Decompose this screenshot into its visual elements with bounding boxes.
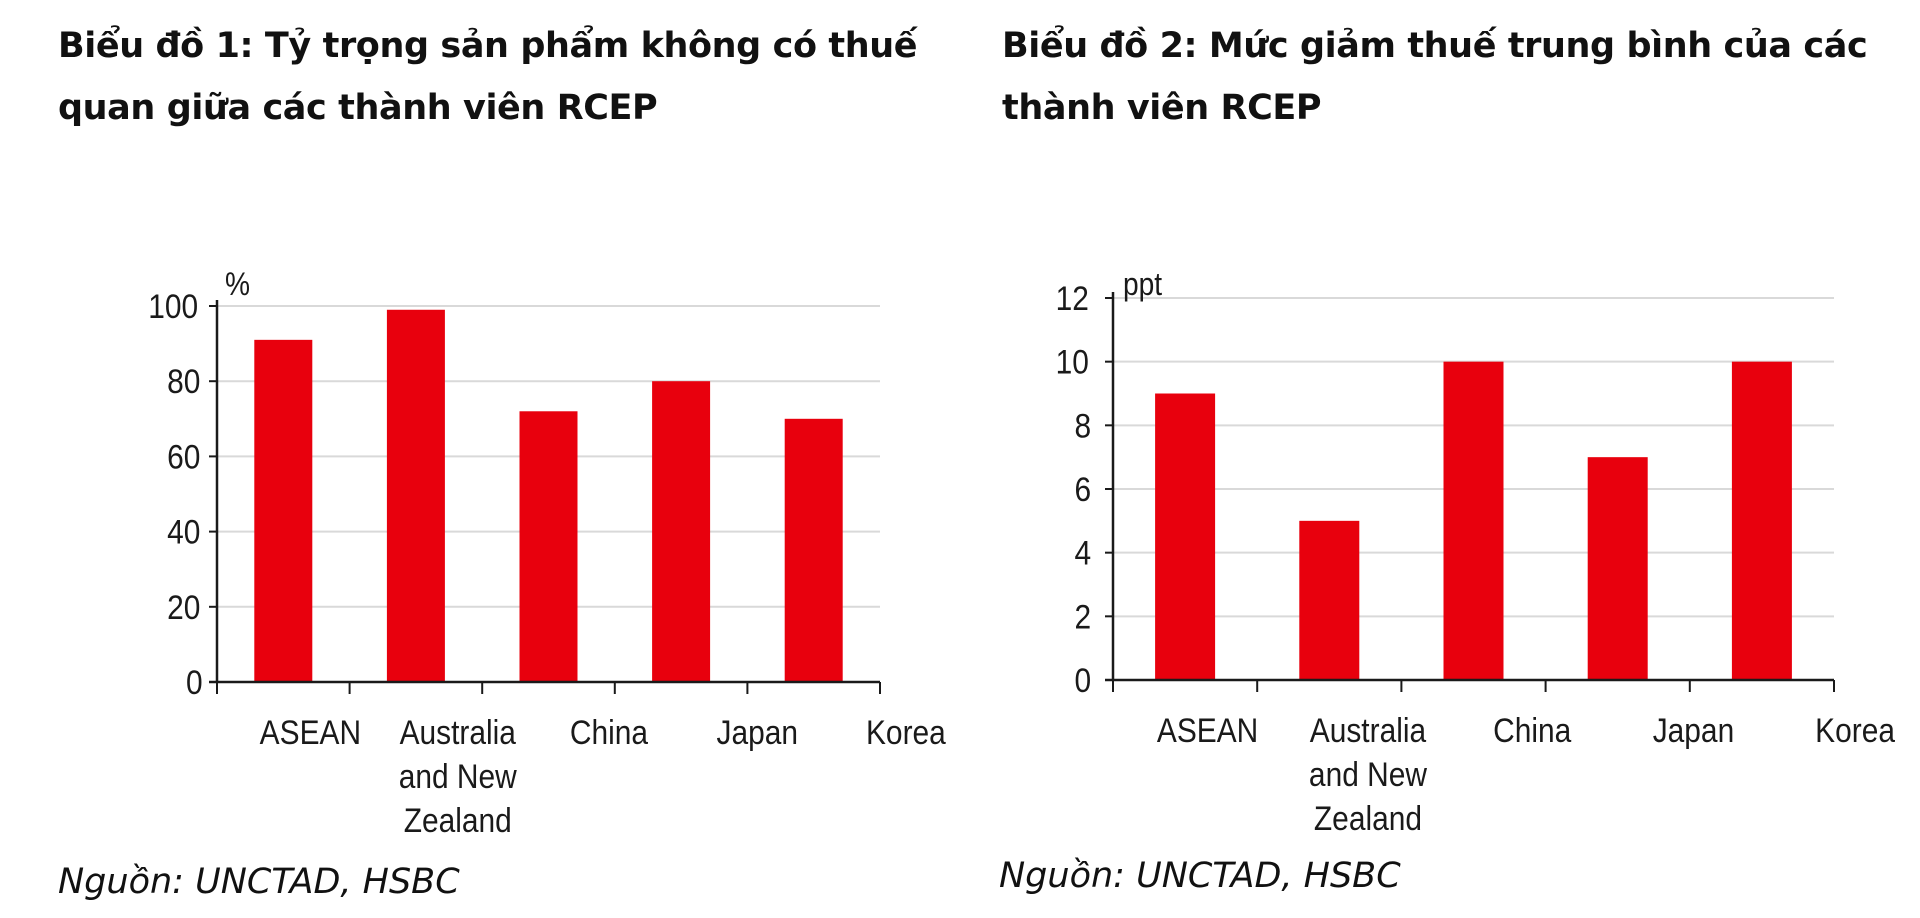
chart-1-x-category-label: China	[570, 713, 648, 751]
chart-panel-1: Biểu đồ 1: Tỷ trọng sản phẩm không có th…	[58, 26, 946, 902]
chart-1-bar-asean	[254, 339, 313, 682]
chart-2-bar-china	[1443, 361, 1504, 680]
chart-1-y-tick-label: 60	[167, 438, 200, 476]
chart-1-x-category-label: Japan	[717, 713, 799, 751]
chart-2-x-category-label: ASEAN	[1157, 711, 1258, 749]
chart-2-x-category-label: China	[1493, 711, 1571, 749]
chart-2-y-tick-label: 4	[1075, 534, 1092, 572]
chart-2-y-tick-label: 12	[1056, 279, 1089, 317]
chart-2-bar-australia-and-new-zealand	[1299, 520, 1360, 680]
chart-1-y-tick-label: 0	[186, 663, 203, 701]
chart-2-bar-japan	[1587, 457, 1648, 680]
chart-2-source: Nguồn: UNCTAD, HSBC	[999, 856, 1401, 896]
chart-2-y-tick-label: 10	[1056, 343, 1089, 381]
chart-1-bar-australia-and-new-zealand	[386, 309, 445, 682]
chart-2-y-tick-label: 0	[1075, 661, 1092, 699]
chart-2-x-category-label: Korea	[1815, 711, 1895, 749]
chart-1-y-tick-label: 40	[167, 513, 200, 551]
chart-2-x-category-label: Japan	[1653, 711, 1735, 749]
chart-1-x-category-label: ASEAN	[260, 713, 361, 751]
chart-2-plot: 0 2 4 6 8 10 12 ppt ASEAN Australia and New Zealand…	[1056, 267, 1896, 837]
chart-2-unit-label: ppt	[1123, 267, 1163, 302]
chart-2-bar-asean	[1155, 393, 1216, 680]
chart-1-y-tick-label: 80	[167, 362, 200, 400]
chart-2-y-tick-label: 8	[1075, 407, 1092, 445]
chart-1-x-category-label: Australia and New Zealand	[399, 713, 518, 839]
chart-1-y-tick-label: 20	[167, 588, 200, 626]
chart-1-title: Biểu đồ 1: Tỷ trọng sản phẩm không có th…	[58, 26, 918, 128]
chart-2-x-category-label: Australia and New Zealand	[1309, 711, 1428, 837]
chart-panel-2: Biểu đồ 2: Mức giảm thuế trung bình của …	[940, 0, 1920, 918]
chart-2-y-tick-label: 6	[1075, 470, 1092, 508]
chart-1-unit-label: %	[225, 267, 250, 302]
chart-1-y-tick-label: 100	[148, 287, 198, 325]
chart-1-plot: 0 20 40 60 80 100% ASEAN Australia and New Zealan…	[148, 267, 946, 839]
chart-1-bar-korea	[784, 418, 843, 682]
chart-2-title: Biểu đồ 2: Mức giảm thuế trung bình của …	[1002, 26, 1868, 128]
chart-1-x-category-label: Korea	[866, 713, 946, 751]
chart-2-y-tick-label: 2	[1075, 598, 1092, 636]
chart-1-bar-japan	[652, 381, 711, 682]
chart-1-bar-china	[519, 411, 578, 682]
chart-2-bar-korea	[1731, 361, 1792, 680]
chart-1-source: Nguồn: UNCTAD, HSBC	[58, 862, 460, 902]
